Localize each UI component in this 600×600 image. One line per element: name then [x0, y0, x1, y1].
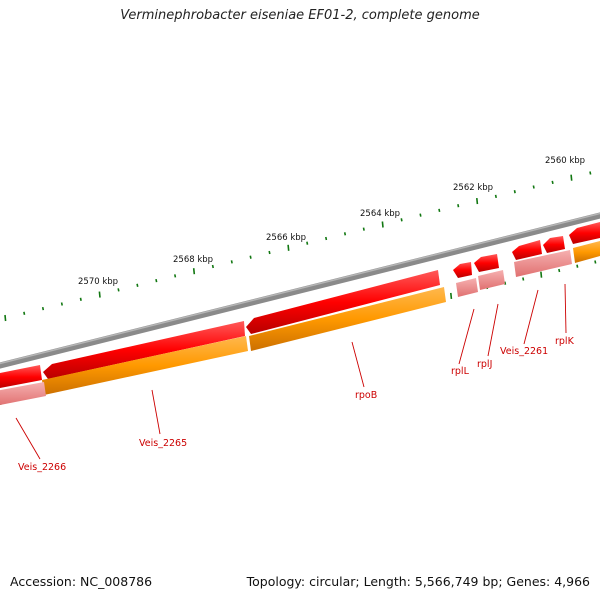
feature-veis-2261: [514, 250, 572, 277]
tick-mark: [155, 278, 158, 283]
scale-label-2562: 2562 kbp: [453, 183, 493, 193]
genome-backbone: [0, 212, 600, 369]
tick-mark: [117, 288, 120, 292]
map-title: Verminephrobacter eiseniae EF01-2, compl…: [120, 8, 480, 23]
gene-arrow-veis-2266: [0, 365, 42, 389]
gene-arrow-veis-2261: [512, 240, 542, 260]
tick-mark: [558, 268, 561, 273]
tick-mark: [136, 283, 139, 287]
gene-label-rpob: rpoB: [355, 390, 377, 401]
tick-mark: [494, 194, 497, 199]
scale-label-2570: 2570 kbp: [78, 277, 118, 287]
outer-tick-ring: [4, 171, 592, 322]
accession-text: Accession: NC_008786: [10, 574, 153, 589]
tick-mark: [192, 268, 196, 275]
cds-rpob: [249, 287, 446, 351]
tick-mark: [570, 174, 573, 181]
scale-label-2564: 2564 kbp: [360, 209, 400, 219]
cds-veis-2265: [42, 336, 248, 395]
scale-label-2568: 2568 kbp: [173, 255, 213, 265]
tick-mark: [438, 208, 441, 213]
tick-mark: [450, 292, 453, 299]
tick-mark: [576, 264, 579, 268]
tick-mark: [98, 291, 101, 298]
tick-mark: [325, 236, 328, 241]
feature-track: [0, 250, 572, 406]
gene-labels: rplK Veis_2261 rplJ rplL rpoB Veis_2265 …: [18, 336, 575, 473]
tick-mark: [79, 297, 82, 301]
tick-mark: [23, 311, 26, 315]
tick-mark: [400, 218, 403, 222]
tick-mark: [211, 264, 214, 269]
tick-mark: [551, 180, 554, 185]
gene-arrow-rpll: [453, 262, 472, 278]
gene-track: [0, 222, 600, 389]
gene-arrow-veis-2265: [43, 321, 245, 379]
tick-mark: [306, 241, 309, 245]
genome-summary-text: Topology: circular; Length: 5,566,749 bp…: [246, 574, 590, 589]
cds-next: [573, 241, 600, 263]
tick-mark: [381, 221, 384, 228]
gene-label-veis-2261: Veis_2261: [500, 346, 548, 357]
feature-veis-2266: [0, 382, 46, 406]
tick-mark: [540, 271, 543, 278]
gene-arrow-rplk: [543, 236, 565, 253]
tick-mark: [60, 302, 63, 306]
gene-arrow-rplj: [474, 254, 499, 272]
gene-arrow-next: [569, 222, 600, 244]
tick-mark: [457, 204, 460, 208]
scale-label-2560: 2560 kbp: [545, 156, 585, 166]
gene-label-veis-2266: Veis_2266: [18, 462, 66, 473]
tick-mark: [594, 260, 597, 264]
tick-mark: [513, 190, 516, 194]
tick-mark: [589, 171, 592, 175]
feature-rplj: [478, 270, 505, 290]
tick-mark: [504, 281, 507, 285]
scale-labels: 2560 kbp 2562 kbp 2564 kbp 2566 kbp 2568…: [78, 156, 585, 287]
tick-mark: [343, 232, 347, 236]
gene-label-rplj: rplJ: [477, 359, 492, 370]
tick-mark: [362, 227, 365, 231]
tick-mark: [268, 250, 271, 255]
tick-mark: [249, 255, 252, 259]
tick-mark: [41, 306, 45, 311]
tick-mark: [230, 260, 233, 264]
tick-mark: [4, 314, 7, 322]
gene-label-veis-2265: Veis_2265: [139, 438, 187, 449]
tick-mark: [174, 274, 177, 278]
tick-mark: [532, 185, 535, 189]
label-leaders: [15, 283, 567, 460]
scale-label-2566: 2566 kbp: [266, 233, 306, 243]
cds-track: [42, 241, 600, 395]
gene-arrow-rpob: [246, 270, 440, 334]
gene-label-rplk: rplK: [555, 336, 575, 347]
gene-label-rpll: rplL: [451, 366, 470, 377]
tick-mark: [419, 213, 422, 217]
tick-mark: [287, 244, 290, 251]
feature-rpll: [456, 278, 478, 297]
tick-mark: [476, 198, 479, 205]
tick-mark: [522, 277, 525, 281]
